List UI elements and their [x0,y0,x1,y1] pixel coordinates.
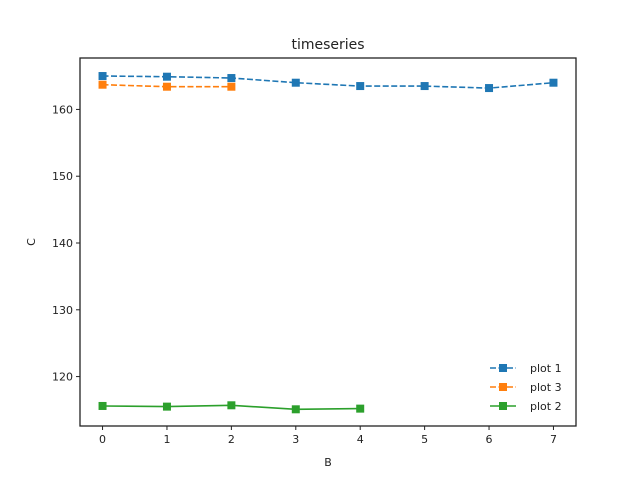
x-tick-label: 4 [357,433,364,446]
y-axis: 120 130 140 150 160 [52,103,80,384]
y-tick-label: 160 [52,103,73,116]
x-tick-label: 5 [421,433,428,446]
axes-frame [79,57,577,427]
data-point [98,72,107,81]
series-line [102,75,554,89]
legend-item: plot 2 [490,400,562,413]
legend-item: plot 1 [490,362,562,375]
data-point [356,404,365,413]
data-point [98,401,107,410]
x-tick-label: 2 [228,433,235,446]
series-3 [98,401,365,414]
legend-marker [499,364,507,372]
x-tick-label: 1 [163,433,170,446]
y-axis-label: C [25,238,38,246]
y-tick-label: 140 [52,237,73,250]
series-2 [98,80,236,91]
legend-marker [499,402,507,410]
data-point [485,84,494,93]
data-point [227,82,236,91]
data-point [291,78,300,87]
x-tick-label: 0 [99,433,106,446]
data-point [291,405,300,414]
x-tick-label: 7 [550,433,557,446]
legend: plot 1 plot 3 plot 2 [490,362,562,413]
plot-area [98,72,558,414]
x-axis: 0 1 2 3 4 5 6 7 [99,426,557,446]
x-tick-label: 6 [486,433,493,446]
legend-label: plot 1 [530,362,562,375]
data-point [420,82,429,91]
data-point [356,82,365,91]
data-point [162,72,171,81]
legend-item: plot 3 [490,381,562,394]
series-1 [98,72,558,93]
y-tick-label: 150 [52,170,73,183]
x-tick-label: 3 [292,433,299,446]
data-point [227,401,236,410]
data-point [162,82,171,91]
y-tick-label: 130 [52,304,73,317]
y-tick-label: 120 [52,371,73,384]
data-point [162,402,171,411]
data-point [98,80,107,89]
x-axis-label: B [324,456,332,469]
chart-title: timeseries [291,37,364,53]
legend-marker [499,383,507,391]
legend-label: plot 2 [530,400,562,413]
data-point [549,78,558,87]
legend-label: plot 3 [530,381,562,394]
data-point [227,74,236,83]
